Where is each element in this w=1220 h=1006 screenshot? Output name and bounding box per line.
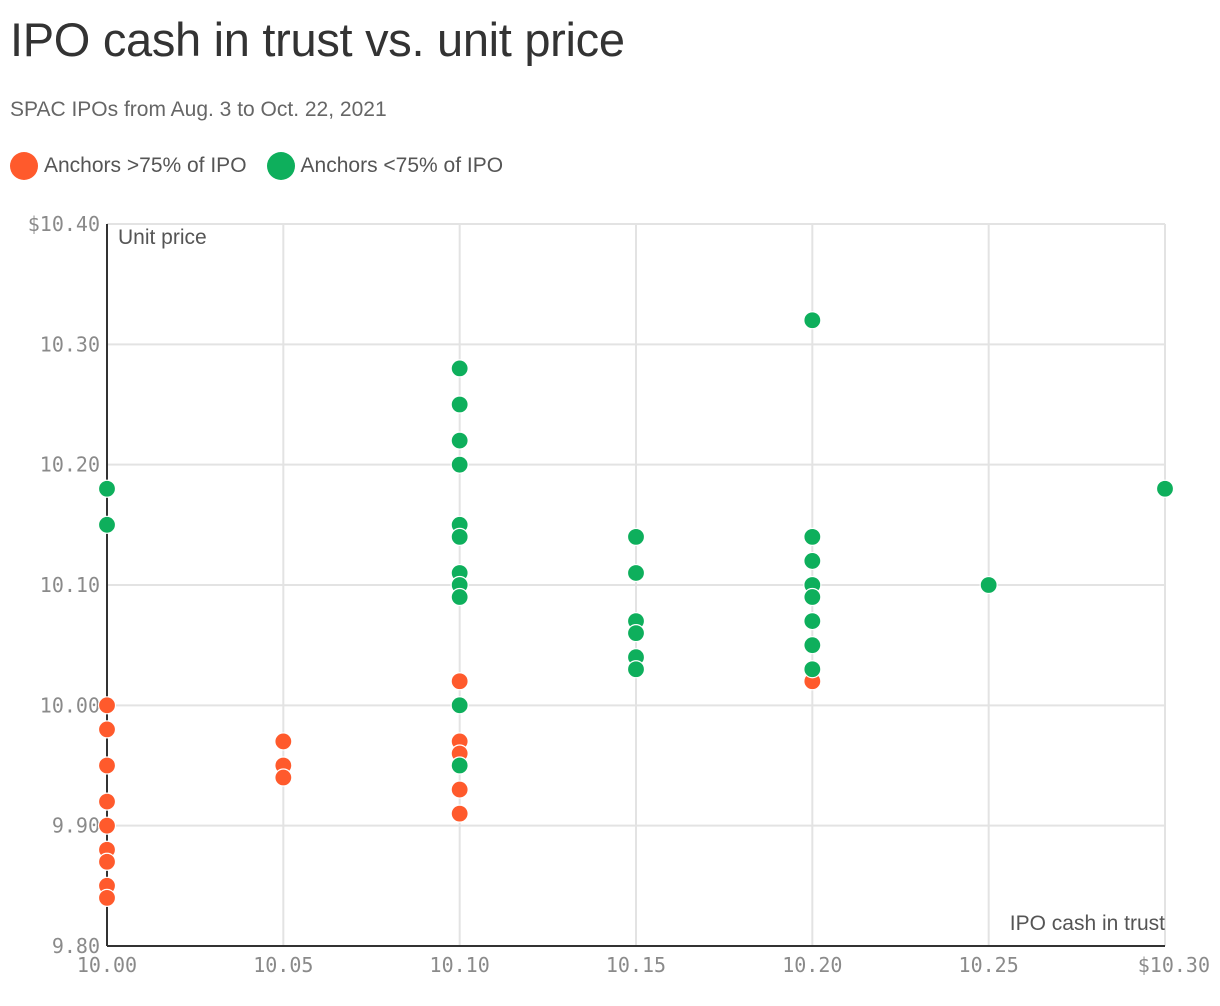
data-point-green	[450, 455, 469, 474]
data-point-green	[803, 611, 822, 631]
legend: Anchors >75% of IPO Anchors <75% of IPO	[10, 152, 503, 180]
x-tick-label: 10.05	[253, 953, 313, 977]
data-point-orange	[97, 816, 117, 835]
data-point-green	[803, 527, 822, 546]
x-tick-label: 10.20	[782, 953, 842, 977]
data-point-green	[803, 551, 822, 571]
data-point-orange	[274, 768, 293, 787]
data-point-green	[803, 587, 822, 607]
data-point-green	[450, 395, 469, 414]
data-point-green	[1155, 479, 1175, 498]
legend-item-anchors-over-75: Anchors >75% of IPO	[10, 152, 247, 180]
data-point-green	[803, 311, 822, 330]
legend-label: Anchors >75% of IPO	[44, 154, 247, 177]
legend-swatch-green	[266, 152, 295, 180]
data-point-green	[450, 696, 469, 715]
data-point-orange	[450, 804, 469, 823]
data-point-green	[97, 515, 117, 534]
x-tick-label: 10.25	[959, 953, 1019, 977]
chart-subtitle: SPAC IPOs from Aug. 3 to Oct. 22, 2021	[10, 98, 387, 121]
data-point-orange	[97, 696, 117, 715]
legend-label: Anchors <75% of IPO	[300, 154, 504, 177]
data-point-green	[450, 359, 469, 378]
data-point-orange	[97, 888, 117, 907]
x-tick-label: 10.00	[77, 953, 137, 977]
data-points	[97, 311, 1175, 907]
data-point-orange	[97, 720, 117, 739]
data-point-green	[626, 527, 646, 546]
data-point-orange	[97, 756, 117, 775]
y-tick-label: 10.20	[40, 453, 100, 477]
x-tick-label: 10.15	[606, 953, 666, 977]
data-point-green	[450, 587, 469, 607]
y-tick-label: $10.40	[28, 212, 100, 236]
y-tick-label: 10.00	[40, 693, 100, 717]
x-tick-label: $10.30	[1138, 953, 1210, 977]
data-point-green	[626, 660, 646, 679]
data-point-green	[450, 756, 469, 775]
data-point-green	[626, 624, 646, 643]
tick-labels: 9.80 9.90 10.00 10.10 10.20 10.30 $10.40 10.00 1…	[28, 212, 1210, 977]
data-point-orange	[274, 732, 293, 751]
data-point-orange	[450, 780, 469, 799]
y-tick-label: 9.90	[52, 814, 100, 838]
x-tick-label: 10.10	[430, 953, 490, 977]
y-tick-label: 10.30	[40, 332, 100, 356]
data-point-green	[97, 479, 117, 498]
legend-swatch-orange	[10, 152, 38, 180]
chart-title: IPO cash in trust vs. unit price	[10, 13, 625, 66]
gridlines	[107, 223, 1166, 946]
x-axis-title: IPO cash in trust	[1010, 912, 1165, 935]
legend-item-anchors-under-75: Anchors <75% of IPO	[266, 152, 504, 180]
data-point-orange	[97, 792, 117, 811]
data-point-green	[626, 563, 646, 583]
y-tick-label: 9.80	[52, 934, 100, 958]
data-point-green	[803, 660, 822, 679]
data-point-green	[803, 636, 822, 655]
data-point-orange	[97, 852, 117, 871]
data-point-orange	[450, 672, 469, 691]
y-tick-label: 10.10	[40, 573, 100, 597]
y-axis-title: Unit price	[118, 226, 207, 249]
data-point-green	[450, 527, 469, 546]
data-point-green	[979, 575, 998, 595]
data-point-green	[450, 431, 469, 450]
